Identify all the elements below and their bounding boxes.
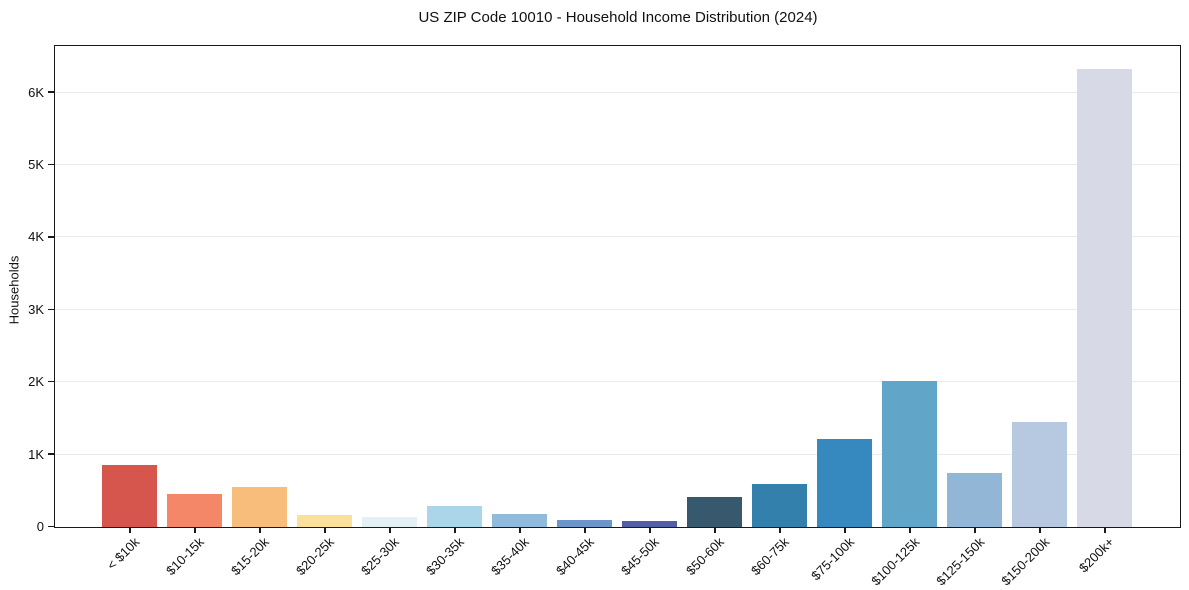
gridline-y-3k — [55, 308, 1180, 310]
y-tick-mark-2k — [48, 380, 54, 383]
x-tick-mark-15 — [1039, 528, 1041, 533]
bar-20-25k — [297, 515, 352, 527]
y-tick-mark-6k — [48, 91, 54, 93]
x-tick-label-60-75k: $60-75k — [748, 534, 792, 579]
x-tick-label-125-150k: $125-150k — [932, 534, 987, 589]
y-tick-mark-5k — [48, 163, 54, 166]
y-tick-mark-0 — [48, 525, 54, 528]
bar-40-45k — [557, 520, 612, 527]
x-tick-mark-14 — [974, 528, 976, 533]
x-tick-mark-6 — [454, 528, 456, 533]
gridline-y-1k — [55, 453, 1180, 455]
y-tick-label-0: 0 — [36, 519, 44, 534]
x-tick-mark-9 — [649, 528, 651, 533]
x-tick-label-10k: < $10k — [103, 534, 142, 573]
x-tick-mark-16 — [1104, 528, 1106, 533]
x-tick-mark-1 — [129, 528, 131, 533]
x-tick-mark-7 — [519, 528, 521, 533]
x-tick-label-200k: $200k+ — [1075, 534, 1117, 576]
y-tick-label-1k: 1K — [28, 446, 44, 462]
bar-15-20k — [232, 487, 287, 527]
x-tick-mark-8 — [584, 528, 586, 533]
bar-200k — [1077, 69, 1132, 527]
y-tick-label-6k: 6K — [28, 84, 44, 100]
gridline-y-6k — [55, 91, 1180, 93]
bar-25-30k — [362, 516, 417, 527]
x-tick-label-10-15k: $10-15k — [163, 534, 207, 579]
y-tick-mark-3k — [48, 308, 54, 311]
y-tick-label-3k: 3K — [28, 301, 44, 317]
x-tick-label-50-60k: $50-60k — [683, 534, 727, 579]
x-tick-label-45-50k: $45-50k — [618, 534, 662, 579]
x-tick-mark-11 — [779, 528, 781, 533]
x-tick-label-20-25k: $20-25k — [293, 534, 337, 579]
x-tick-mark-4 — [324, 528, 326, 533]
x-tick-label-40-45k: $40-45k — [553, 534, 597, 579]
y-tick-mark-1k — [48, 453, 54, 455]
chart-title: US ZIP Code 10010 - Household Income Dis… — [418, 9, 818, 26]
x-tick-label-75-100k: $75-100k — [807, 534, 857, 584]
gridline-y-4k — [55, 236, 1180, 238]
x-tick-label-100-125k: $100-125k — [867, 534, 922, 589]
bar-35-40k — [492, 513, 547, 527]
x-tick-label-150-200k: $150-200k — [997, 534, 1052, 589]
bar-10-15k — [167, 493, 222, 527]
x-tick-mark-3 — [259, 528, 261, 533]
x-tick-label-30-35k: $30-35k — [423, 534, 467, 579]
gridline-y-2k — [55, 381, 1180, 383]
y-tick-label-2k: 2K — [28, 374, 44, 390]
x-tick-label-15-20k: $15-20k — [228, 534, 272, 579]
y-tick-label-5k: 5K — [28, 157, 44, 172]
bar-150-200k — [1012, 422, 1067, 527]
bar-45-50k — [622, 520, 677, 527]
bar-30-35k — [427, 506, 482, 527]
y-tick-mark-4k — [48, 236, 54, 238]
bar-60-75k — [752, 484, 807, 527]
bar-50-60k — [687, 497, 742, 527]
x-tick-mark-2 — [194, 528, 196, 533]
y-tick-label-4k: 4K — [28, 229, 44, 245]
gridline-y-5k — [55, 164, 1180, 165]
x-tick-mark-10 — [714, 528, 716, 533]
bar-10k — [102, 465, 157, 527]
bar-125-150k — [947, 473, 1002, 527]
x-tick-label-35-40k: $35-40k — [488, 534, 532, 579]
x-tick-mark-12 — [844, 528, 846, 533]
x-tick-label-25-30k: $25-30k — [358, 534, 402, 579]
plot-area — [54, 45, 1181, 528]
bar-75-100k — [817, 438, 872, 527]
x-tick-mark-5 — [389, 528, 391, 533]
x-tick-mark-13 — [909, 528, 911, 533]
bar-100-125k — [882, 380, 937, 527]
